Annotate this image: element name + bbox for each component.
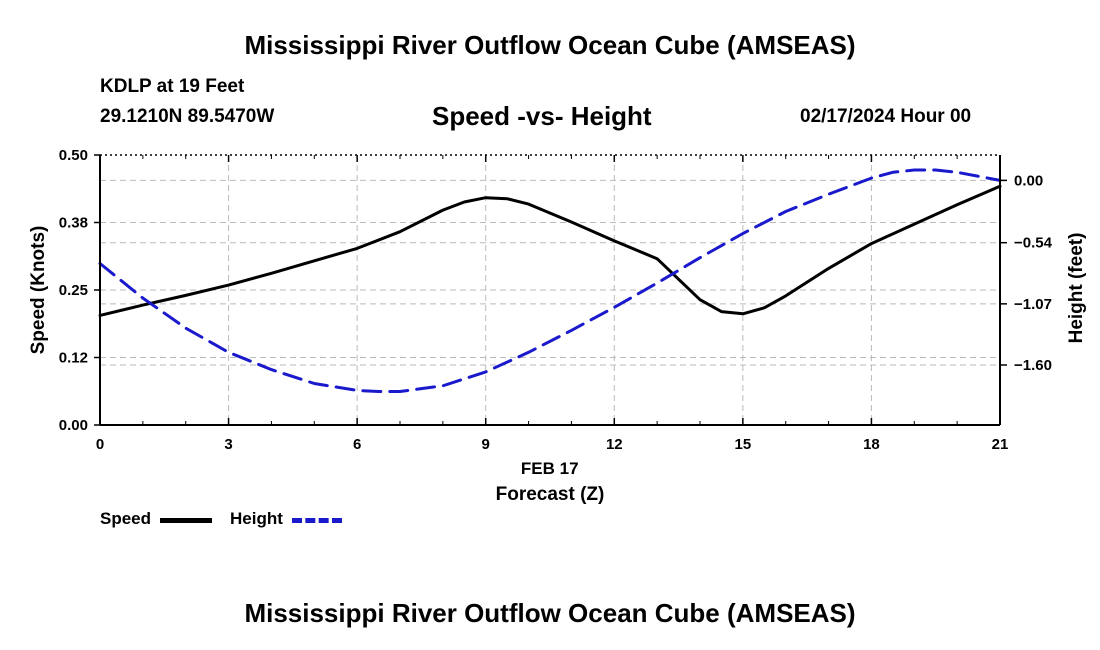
x-tick-label: 21 — [992, 436, 1009, 453]
y-left-tick-label: 0.50 — [59, 147, 88, 164]
station-label: KDLP at 19 Feet — [100, 76, 245, 97]
legend-label-height: Height — [230, 509, 283, 528]
legend-swatch-speed — [160, 518, 212, 523]
axes: 0 3 6 9 12 15 18 21 0.00 0.12 0.25 0.38 0.50 0.00 −0.5… — [59, 147, 1053, 453]
series-line-speed — [98, 184, 1002, 317]
y-left-tick-label: 0.25 — [59, 282, 88, 299]
x-tick-label: 3 — [224, 436, 232, 453]
y-left-tick-label: 0.00 — [59, 417, 88, 434]
y-axis-right-label: Height (feet) — [1066, 233, 1087, 344]
series-layer — [98, 168, 1002, 393]
forecast-datetime: 02/17/2024 Hour 00 — [800, 106, 972, 127]
y-left-tick-label: 0.12 — [59, 350, 88, 367]
footer-title: Mississippi River Outflow Ocean Cube (AM… — [244, 598, 856, 628]
x-axis-label: Forecast (Z) — [496, 484, 605, 505]
legend-swatch-height — [292, 518, 342, 523]
x-tick-label: 15 — [735, 436, 752, 453]
x-tick-label: 6 — [353, 436, 361, 453]
y-right-tick-label: 0.00 — [1014, 172, 1043, 189]
chart-title: Mississippi River Outflow Ocean Cube (AM… — [244, 30, 856, 60]
x-tick-label: 9 — [482, 436, 490, 453]
coordinates-label: 29.1210N 89.5470W — [100, 106, 275, 127]
x-tick-label: 12 — [606, 436, 623, 453]
y-left-tick-label: 0.38 — [59, 215, 88, 232]
x-tick-label: 18 — [863, 436, 880, 453]
legend-label-speed: Speed — [100, 509, 152, 528]
x-tick-label: 0 — [96, 436, 104, 453]
y-right-tick-label: −0.54 — [1014, 235, 1053, 252]
y-right-tick-label: −1.60 — [1014, 357, 1052, 374]
y-axis-left-label: Speed (Knots) — [28, 226, 49, 355]
series-line-height — [98, 168, 1002, 393]
grid — [100, 155, 1000, 425]
x-date-label: FEB 17 — [521, 459, 579, 478]
y-right-tick-label: −1.07 — [1014, 296, 1052, 313]
chart-subtitle: Speed -vs- Height — [432, 101, 652, 131]
axis-labels: FEB 17 Forecast (Z) Speed (Knots) Height… — [28, 226, 1087, 505]
